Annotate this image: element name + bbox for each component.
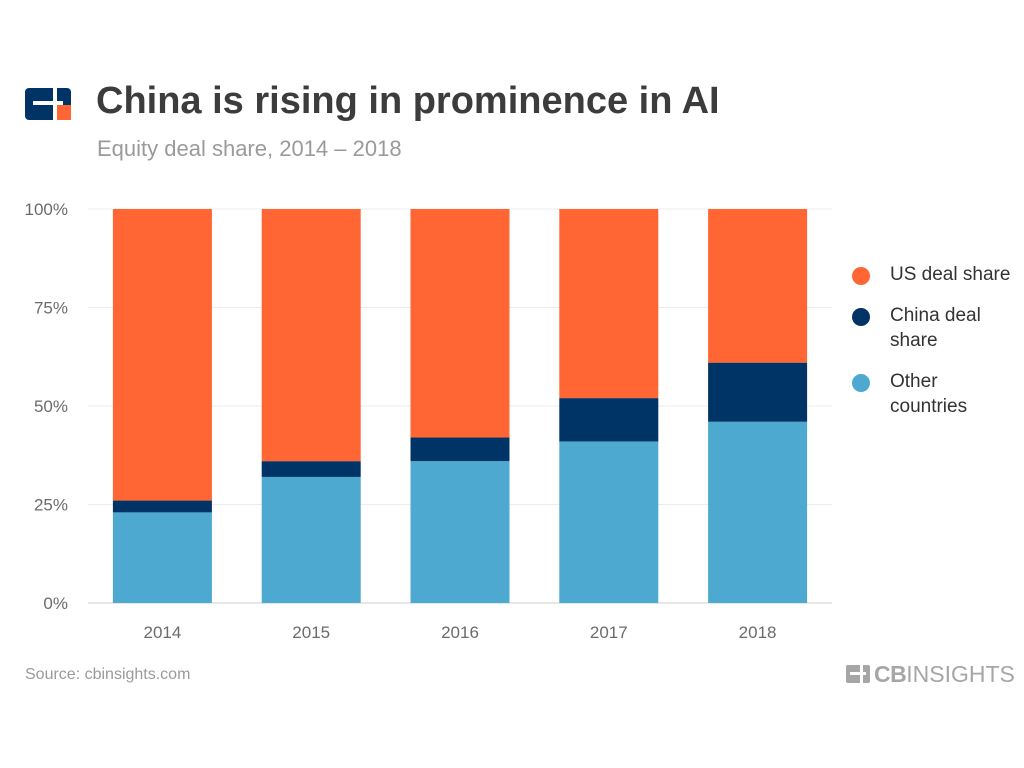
bar-other-countries-2015 [261, 476, 361, 603]
bar-us-deal-share-2015 [261, 209, 361, 462]
bar-china-deal-share-2014 [112, 500, 212, 513]
bar-other-countries-2016 [410, 461, 510, 603]
legend-item-china: China deal share [852, 303, 1017, 353]
y-tick-label: 25% [34, 496, 68, 515]
legend-marker-china [852, 308, 870, 326]
cbinsights-brand-logo: CB INSIGHTS [846, 660, 1015, 688]
bar-other-countries-2014 [112, 512, 212, 603]
x-tick-label: 2017 [590, 623, 628, 642]
chart-title: China is rising in prominence in AI [96, 80, 720, 122]
bar-china-deal-share-2016 [410, 437, 510, 462]
legend-label-china: China deal share [890, 305, 981, 351]
legend-label-other: Other countries [890, 371, 968, 417]
bar-us-deal-share-2018 [708, 209, 808, 363]
bar-other-countries-2017 [559, 441, 659, 603]
legend-label-us: US deal share [890, 264, 1011, 285]
bar-us-deal-share-2016 [410, 209, 510, 438]
legend-item-us: US deal share [852, 262, 1017, 287]
legend-marker-us [852, 267, 870, 285]
bar-us-deal-share-2014 [112, 209, 212, 501]
y-tick-label: 0% [43, 594, 68, 613]
chart-subtitle: Equity deal share, 2014 – 2018 [97, 136, 402, 161]
bar-us-deal-share-2017 [559, 209, 659, 399]
bar-china-deal-share-2018 [708, 362, 808, 422]
chart-legend: US deal share China deal share Other cou… [852, 262, 1017, 435]
bar-china-deal-share-2015 [261, 461, 361, 477]
bar-china-deal-share-2017 [559, 398, 659, 442]
brand-icon [846, 665, 870, 683]
bar-other-countries-2018 [708, 421, 808, 603]
brand-text-insights: INSIGHTS [906, 660, 1015, 687]
y-tick-label: 50% [34, 397, 68, 416]
y-tick-label: 100% [25, 200, 68, 219]
x-tick-label: 2014 [143, 623, 181, 642]
legend-item-other: Other countries [852, 369, 1017, 419]
cbinsights-logo-icon [25, 88, 71, 120]
x-tick-label: 2018 [739, 623, 777, 642]
y-tick-label: 75% [34, 299, 68, 318]
source-note: Source: cbinsights.com [25, 666, 191, 683]
x-tick-label: 2015 [292, 623, 330, 642]
x-tick-label: 2016 [441, 623, 479, 642]
legend-marker-other [852, 374, 870, 392]
brand-text-cb: CB [874, 660, 907, 687]
